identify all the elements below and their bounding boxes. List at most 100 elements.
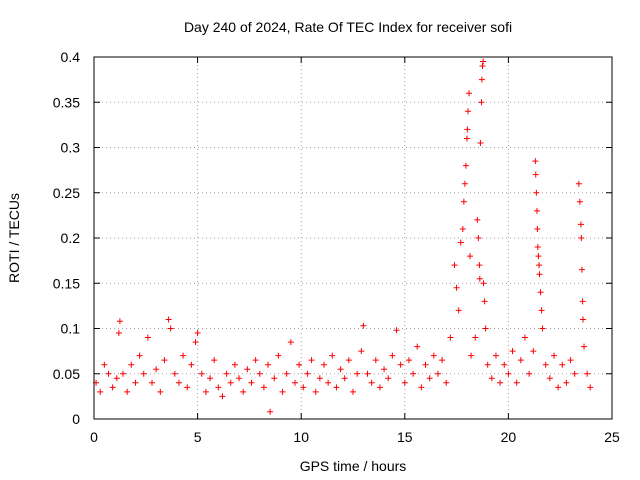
- data-point: [389, 352, 396, 359]
- data-point: [555, 384, 562, 391]
- data-point: [532, 171, 539, 178]
- data-point: [198, 370, 205, 377]
- data-point: [161, 357, 168, 364]
- data-point: [532, 158, 539, 165]
- data-point: [184, 384, 191, 391]
- data-point: [534, 244, 541, 251]
- data-point: [480, 58, 487, 65]
- data-point: [576, 198, 583, 205]
- data-point: [501, 361, 508, 368]
- data-point: [538, 307, 545, 314]
- data-point: [325, 379, 332, 386]
- data-point: [587, 384, 594, 391]
- data-point: [476, 275, 483, 282]
- x-tick-label: 10: [293, 429, 309, 445]
- data-point: [194, 330, 201, 337]
- data-point: [115, 330, 122, 337]
- data-point: [567, 357, 574, 364]
- data-point: [537, 289, 544, 296]
- y-axis-label: ROTI / TECUs: [6, 193, 22, 283]
- data-point: [466, 90, 473, 97]
- data-point: [354, 370, 361, 377]
- data-point: [472, 334, 479, 341]
- data-point: [304, 370, 311, 377]
- data-point: [101, 361, 108, 368]
- data-point: [474, 216, 481, 223]
- data-point: [513, 379, 520, 386]
- y-tick-label: 0: [72, 411, 80, 427]
- data-point: [578, 235, 585, 241]
- data-point: [480, 280, 487, 287]
- data-point: [584, 370, 591, 377]
- data-point: [329, 352, 336, 359]
- data-point: [385, 375, 392, 382]
- data-point: [296, 361, 303, 368]
- data-point: [459, 225, 466, 232]
- data-point: [291, 379, 298, 386]
- data-point: [360, 322, 367, 329]
- data-point: [153, 366, 160, 373]
- y-tick-label: 0.3: [61, 140, 81, 156]
- axis-ticks: 0 5 10 15 20 25 0 0.05 0.1 0.15 0.2 0.25 0.3 0.35 0.4: [53, 49, 620, 445]
- data-point: [463, 135, 470, 142]
- data-point: [414, 343, 421, 350]
- data-point: [505, 370, 512, 377]
- data-point: [579, 316, 586, 323]
- data-point: [300, 384, 307, 391]
- data-point: [113, 375, 120, 382]
- data-point: [240, 388, 247, 395]
- data-point: [271, 375, 278, 382]
- data-point: [256, 370, 263, 377]
- data-point: [577, 221, 584, 228]
- data-point: [457, 239, 464, 246]
- data-point: [405, 357, 412, 364]
- data-point: [536, 262, 543, 269]
- data-point: [165, 316, 172, 323]
- data-point: [542, 361, 549, 368]
- y-tick-label: 0.15: [53, 275, 80, 291]
- data-point: [260, 384, 267, 391]
- chart-title: Day 240 of 2024, Rate Of TEC Index for r…: [184, 19, 512, 35]
- data-point: [128, 361, 135, 368]
- data-point: [231, 361, 238, 368]
- x-tick-label: 15: [397, 429, 413, 445]
- data-point: [481, 298, 488, 305]
- data-point: [534, 225, 541, 232]
- y-tick-label: 0.25: [53, 185, 80, 201]
- data-point: [439, 357, 446, 364]
- data-point: [252, 357, 259, 364]
- x-tick-label: 20: [501, 429, 517, 445]
- data-point: [105, 370, 112, 377]
- data-point: [244, 366, 251, 373]
- data-point: [316, 375, 323, 382]
- data-point: [578, 266, 585, 273]
- data-point: [337, 366, 344, 373]
- grid-layer: [94, 57, 612, 419]
- data-point: [475, 235, 482, 241]
- data-point: [509, 348, 516, 355]
- data-point: [462, 162, 469, 169]
- data-point: [192, 339, 199, 346]
- data-point: [341, 375, 348, 382]
- x-tick-label: 0: [90, 429, 98, 445]
- data-point: [535, 253, 542, 260]
- data-point: [283, 370, 290, 377]
- data-point: [443, 379, 450, 386]
- data-point: [530, 348, 537, 355]
- data-point: [167, 325, 174, 332]
- data-point: [171, 370, 178, 377]
- data-point: [188, 361, 195, 368]
- data-point: [451, 262, 458, 269]
- data-point: [563, 379, 570, 386]
- data-point: [207, 375, 214, 382]
- data-point: [464, 126, 471, 133]
- data-point: [581, 343, 588, 350]
- data-point: [275, 352, 282, 359]
- y-tick-label: 0.4: [61, 49, 81, 65]
- data-point: [120, 370, 127, 377]
- data-point: [248, 379, 255, 386]
- data-point: [333, 384, 340, 391]
- data-point: [426, 375, 433, 382]
- data-point: [312, 388, 319, 395]
